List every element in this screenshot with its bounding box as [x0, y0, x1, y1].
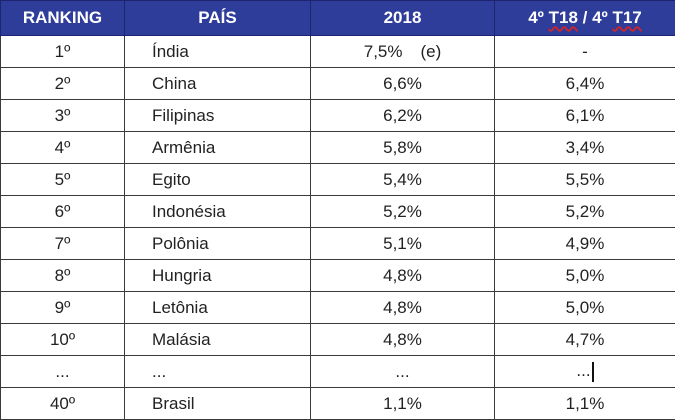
value-quarter-cell: 6,4%: [495, 68, 675, 100]
value-quarter-cell: 4,9%: [495, 228, 675, 260]
value-2018-cell: 1,1%: [311, 388, 495, 420]
table-row: 1º Índia 7,5% (e) -: [1, 36, 675, 68]
rank-cell: 40º: [1, 388, 125, 420]
rank-cell: 4º: [1, 132, 125, 164]
table-row: 6º Indonésia 5,2% 5,2%: [1, 196, 675, 228]
value-quarter-cell: -: [495, 36, 675, 68]
value-2018-cell: 5,2%: [311, 196, 495, 228]
value-2018-cell: 4,8%: [311, 260, 495, 292]
country-cell: Armênia: [125, 132, 311, 164]
header-quarter-pre: 4º: [528, 8, 548, 27]
table-row: ... ... ... ...: [1, 356, 675, 388]
value-quarter-cell: 5,0%: [495, 260, 675, 292]
table-row: 9º Letônia 4,8% 5,0%: [1, 292, 675, 324]
value-2018-cell: 6,6%: [311, 68, 495, 100]
estimate-note: (e): [420, 42, 441, 61]
rank-cell: 6º: [1, 196, 125, 228]
value-2018: 7,5%: [364, 42, 403, 61]
rank-cell: ...: [1, 356, 125, 388]
table-row: 40º Brasil 1,1% 1,1%: [1, 388, 675, 420]
table-row: 4º Armênia 5,8% 3,4%: [1, 132, 675, 164]
text-cursor: [592, 362, 594, 382]
table-body: 1º Índia 7,5% (e) - 2º China 6,6% 6,4% 3º…: [1, 36, 675, 420]
rank-cell: 8º: [1, 260, 125, 292]
rank-cell: 5º: [1, 164, 125, 196]
country-cell: Malásia: [125, 324, 311, 356]
value-quarter-cell: 4,7%: [495, 324, 675, 356]
value-quarter: ...: [576, 361, 590, 380]
table-row: 8º Hungria 4,8% 5,0%: [1, 260, 675, 292]
table-row: 10º Malásia 4,8% 4,7%: [1, 324, 675, 356]
header-row: RANKING PAÍS 2018 4º T18 / 4º T17: [1, 1, 675, 36]
country-cell: ...: [125, 356, 311, 388]
value-quarter-cell: 3,4%: [495, 132, 675, 164]
header-quarter-t17: T17: [612, 8, 641, 27]
table-row: 7º Polônia 5,1% 4,9%: [1, 228, 675, 260]
value-2018-cell: 4,8%: [311, 292, 495, 324]
country-cell: Brasil: [125, 388, 311, 420]
header-2018: 2018: [311, 1, 495, 36]
header-pais: PAÍS: [125, 1, 311, 36]
country-cell: Hungria: [125, 260, 311, 292]
table-row: 3º Filipinas 6,2% 6,1%: [1, 100, 675, 132]
header-quarter-t18: T18: [549, 8, 578, 27]
rank-cell: 1º: [1, 36, 125, 68]
value-quarter-cell: 1,1%: [495, 388, 675, 420]
value-2018-cell: 5,4%: [311, 164, 495, 196]
country-cell: Índia: [125, 36, 311, 68]
country-cell: Polônia: [125, 228, 311, 260]
rank-cell: 3º: [1, 100, 125, 132]
value-2018-cell: 7,5% (e): [311, 36, 495, 68]
header-quarter: 4º T18 / 4º T17: [495, 1, 675, 36]
rank-cell: 9º: [1, 292, 125, 324]
table-row: 5º Egito 5,4% 5,5%: [1, 164, 675, 196]
rank-cell: 7º: [1, 228, 125, 260]
value-quarter-cell: 5,2%: [495, 196, 675, 228]
value-2018-cell: 5,8%: [311, 132, 495, 164]
country-cell: China: [125, 68, 311, 100]
value-quarter-cell: 5,5%: [495, 164, 675, 196]
country-cell: Egito: [125, 164, 311, 196]
value-quarter-cell[interactable]: ...: [495, 356, 675, 388]
value-2018-cell: 6,2%: [311, 100, 495, 132]
value-quarter-cell: 5,0%: [495, 292, 675, 324]
country-cell: Indonésia: [125, 196, 311, 228]
country-cell: Filipinas: [125, 100, 311, 132]
country-cell: Letônia: [125, 292, 311, 324]
rank-cell: 10º: [1, 324, 125, 356]
header-ranking: RANKING: [1, 1, 125, 36]
value-2018-cell: ...: [311, 356, 495, 388]
value-2018-cell: 4,8%: [311, 324, 495, 356]
table-header: RANKING PAÍS 2018 4º T18 / 4º T17: [1, 1, 675, 36]
header-quarter-mid: / 4º: [578, 8, 613, 27]
rank-cell: 2º: [1, 68, 125, 100]
value-quarter-cell: 6,1%: [495, 100, 675, 132]
value-2018-cell: 5,1%: [311, 228, 495, 260]
table-row: 2º China 6,6% 6,4%: [1, 68, 675, 100]
